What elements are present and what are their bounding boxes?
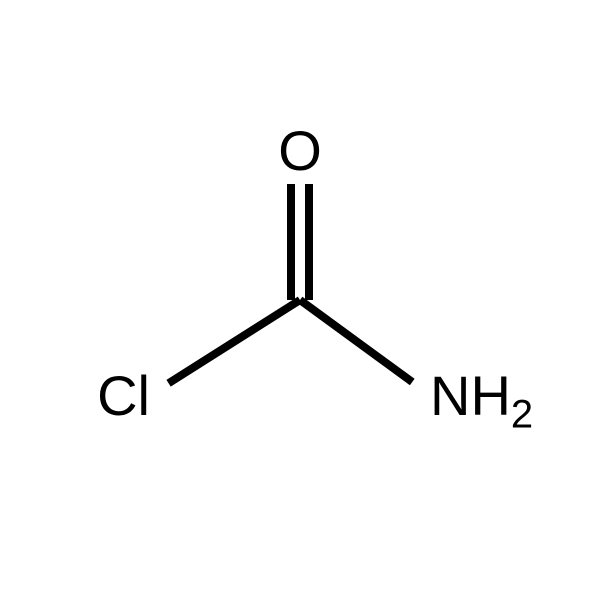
molecule-diagram: O Cl NH2 xyxy=(0,0,600,600)
bond-C-Cl xyxy=(169,300,300,383)
atom-label-N-text: NH xyxy=(430,364,511,427)
atom-label-O: O xyxy=(278,119,322,182)
atom-label-N-subscript: 2 xyxy=(511,392,533,436)
bond-C-N xyxy=(300,300,412,382)
atom-label-O-text: O xyxy=(278,119,322,182)
atom-label-N: NH2 xyxy=(430,364,533,436)
atom-label-Cl-text: Cl xyxy=(97,364,150,427)
bond-C-O-double xyxy=(291,184,309,300)
atom-label-Cl: Cl xyxy=(97,364,150,427)
